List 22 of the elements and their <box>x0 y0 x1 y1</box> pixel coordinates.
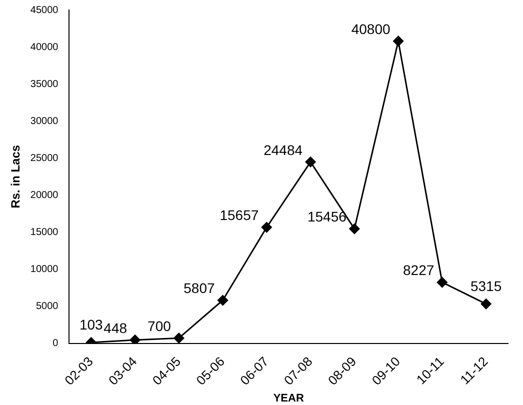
data-label: 5807 <box>184 280 215 296</box>
y-tick-label: 45000 <box>30 4 59 16</box>
data-label: 448 <box>104 320 128 336</box>
y-axis-title: Rs. in Lacs <box>8 144 23 208</box>
data-label: 15657 <box>220 207 259 224</box>
data-label: 15456 <box>307 208 347 225</box>
y-tick-label: 10000 <box>30 264 59 275</box>
data-label: 103 <box>79 316 104 332</box>
y-tick-label: 20000 <box>30 190 59 201</box>
y-tick-label: 5000 <box>36 300 59 312</box>
y-tick-label: 40000 <box>30 42 59 53</box>
data-label: 5315 <box>470 278 502 294</box>
y-tick-label: 15000 <box>30 226 59 238</box>
data-label: 8227 <box>403 262 434 278</box>
data-label: 700 <box>148 318 172 334</box>
data-label: 24484 <box>264 142 303 158</box>
y-tick-label: 30000 <box>30 116 59 127</box>
y-tick-label: 0 <box>52 338 59 350</box>
x-axis-title: YEAR <box>273 392 304 404</box>
data-label: 40800 <box>351 20 391 37</box>
y-tick-label: 25000 <box>30 152 59 164</box>
y-tick-label: 35000 <box>30 78 59 90</box>
